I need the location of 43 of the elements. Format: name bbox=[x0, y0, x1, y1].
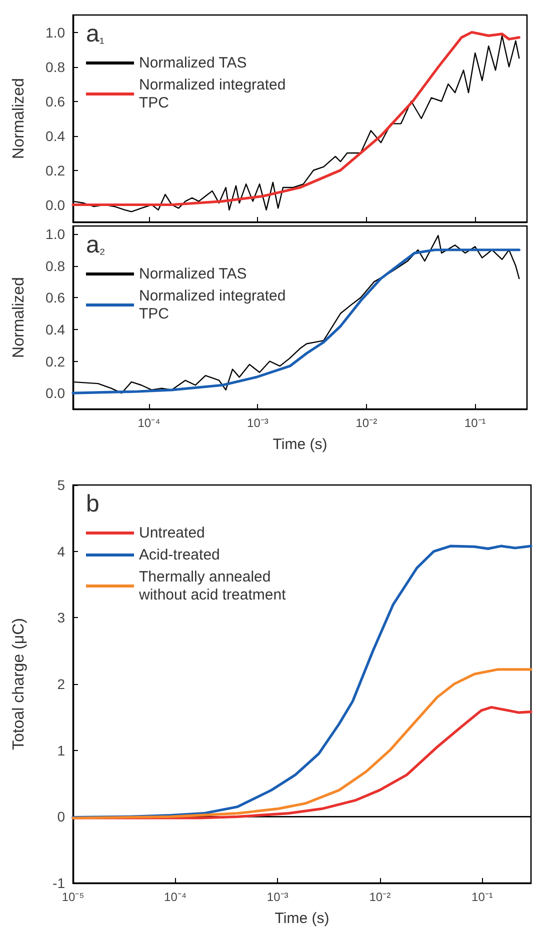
y-tick-label: 3 bbox=[57, 610, 66, 626]
x-tick-label: 10⁻¹ bbox=[464, 416, 486, 430]
x-tick-label: 10⁻² bbox=[356, 416, 378, 430]
x-tick-label: 10⁻¹ bbox=[472, 890, 493, 904]
legend-label: Normalized TAS bbox=[139, 266, 247, 282]
y-tick-label: -1 bbox=[52, 875, 66, 891]
chart-title: b bbox=[86, 490, 100, 518]
y-tick-label: 1.0 bbox=[46, 24, 66, 40]
y-tick-label: 2 bbox=[57, 676, 66, 692]
y-tick-label: 0.8 bbox=[46, 258, 66, 274]
y-tick-label: 4 bbox=[57, 543, 66, 560]
y-axis-title: Normalized bbox=[10, 78, 28, 159]
y-tick-label: 0.0 bbox=[46, 196, 66, 213]
x-tick-label: 10⁻³ bbox=[266, 890, 288, 904]
x-axis-title: Time (s) bbox=[272, 436, 328, 453]
chart-title: a₁ bbox=[86, 20, 104, 48]
x-tick-label: 10⁻³ bbox=[247, 416, 268, 430]
y-tick-label: 0.4 bbox=[46, 128, 66, 144]
chart-title: a₂ bbox=[86, 232, 106, 258]
legend-label: Normalized integrated TPC bbox=[139, 288, 290, 322]
y-tick-label: 1 bbox=[57, 742, 66, 758]
y-tick-label: 0.8 bbox=[46, 58, 66, 75]
legend-label: Thermally annealed without acid treatment bbox=[138, 568, 287, 604]
x-tick-label: 10⁻⁴ bbox=[164, 890, 187, 904]
y-tick-label: 0.6 bbox=[46, 290, 66, 306]
x-axis-title: Time (s) bbox=[274, 910, 330, 927]
y-tick-label: 0.4 bbox=[46, 321, 66, 338]
y-tick-label: 1.0 bbox=[46, 226, 66, 242]
y-axis-title: Totoal charge (μC) bbox=[10, 618, 28, 750]
legend-label: Untreated bbox=[139, 524, 205, 542]
legend-label: Normalized TAS bbox=[139, 54, 247, 72]
x-tick-label: 10⁻⁴ bbox=[138, 416, 160, 430]
y-tick-label: 0.2 bbox=[46, 353, 66, 370]
y-tick-label: 0 bbox=[57, 808, 66, 825]
x-tick-label: 10⁻⁵ bbox=[62, 890, 84, 904]
legend-label: Normalized integrated TPC bbox=[139, 76, 290, 112]
y-tick-label: 0.6 bbox=[46, 93, 66, 110]
y-axis-title: Normalized bbox=[10, 277, 28, 358]
y-tick-label: 0.0 bbox=[46, 385, 66, 402]
y-tick-label: 0.2 bbox=[46, 162, 66, 178]
legend-label: Acid-treated bbox=[139, 546, 220, 564]
x-tick-label: 10⁻² bbox=[369, 890, 391, 904]
y-tick-label: 5 bbox=[57, 477, 66, 493]
